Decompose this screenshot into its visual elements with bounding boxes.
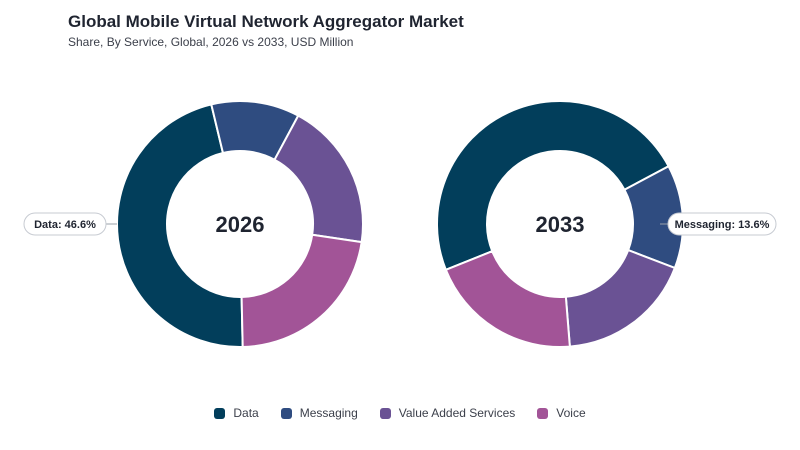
legend-label: Messaging (299, 406, 358, 420)
slice-data[interactable] (116, 103, 244, 348)
donut-2026: 2026 Data: 46.6% (23, 100, 364, 348)
slice-value-added-services[interactable] (564, 248, 677, 348)
legend: Data Messaging Value Added Services Voic… (0, 406, 800, 420)
legend-item-messaging[interactable]: Messaging (280, 406, 358, 420)
legend-item-voice[interactable]: Voice (537, 406, 586, 420)
callout-label: Data: 46.6% (34, 219, 96, 231)
legend-item-data[interactable]: Data (214, 406, 259, 420)
callout-box (23, 212, 107, 236)
center-label: 2026 (216, 212, 265, 237)
chart-title: Global Mobile Virtual Network Aggregator… (68, 12, 464, 31)
legend-label: Value Added Services (398, 406, 516, 420)
legend-item-value-added-services[interactable]: Value Added Services (379, 406, 516, 420)
legend-swatch (214, 407, 226, 419)
donut-2033: 2033 Messaging: 13.6% (436, 100, 777, 348)
chart-subtitle: Share, By Service, Global, 2026 vs 2033,… (68, 35, 354, 49)
center-label: 2033 (536, 212, 585, 237)
slice-voice[interactable] (240, 233, 363, 348)
callout-box (667, 212, 777, 236)
slice-data[interactable] (436, 100, 670, 272)
legend-label: Voice (556, 406, 586, 420)
slice-value-added-services[interactable] (273, 114, 364, 244)
legend-swatch (537, 407, 549, 419)
legend-swatch (379, 407, 391, 419)
legend-label: Data (233, 406, 259, 420)
callout-label: Messaging: 13.6% (675, 219, 770, 231)
legend-swatch (280, 407, 292, 419)
slice-voice[interactable] (444, 249, 571, 348)
